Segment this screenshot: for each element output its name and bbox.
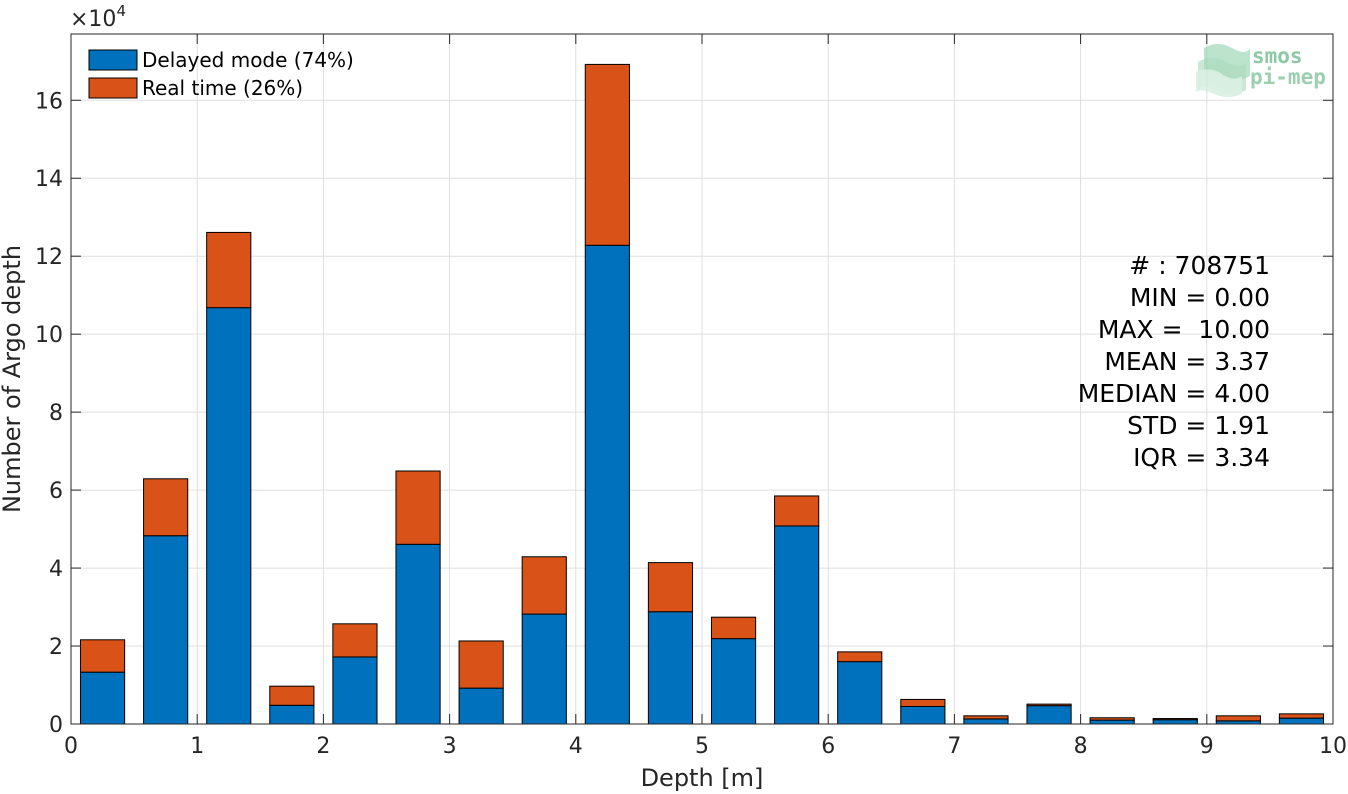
x-tick-label: 0 [64, 734, 78, 759]
bar-delayed-mode [1152, 719, 1198, 725]
bar-delayed-mode [269, 704, 315, 725]
bar-real-time [774, 495, 820, 527]
bar-delayed-mode [900, 705, 946, 725]
bar-real-time [647, 562, 694, 613]
x-tick-label: 6 [821, 734, 835, 759]
bar-delayed-mode [837, 661, 883, 725]
bar-real-time [395, 470, 441, 545]
y-tick-label: 2 [49, 635, 63, 660]
bar-delayed-mode [1026, 705, 1072, 725]
x-tick-label: 10 [1319, 734, 1347, 759]
bar-real-time [900, 698, 946, 707]
bar-delayed-mode [206, 307, 252, 725]
y-tick-labels: 0 2 4 6 8 10 12 14 16 [35, 89, 63, 738]
logo-wave-icon [1196, 44, 1250, 97]
legend-swatch-realtime [88, 77, 138, 99]
bar-real-time [332, 623, 378, 658]
bar-real-time [1278, 713, 1325, 719]
bar-delayed-mode [963, 718, 1009, 725]
stat-line: MIN = 0.00 [1130, 283, 1270, 312]
bar-real-time [1215, 715, 1261, 722]
bar-delayed-mode [458, 687, 504, 725]
x-axis-title: Depth [m] [641, 764, 764, 792]
bar-real-time [963, 715, 1009, 720]
legend-label-delayed: Delayed mode (74%) [142, 48, 354, 72]
stat-line: IQR = 3.34 [1133, 443, 1270, 472]
bar-delayed-mode [143, 535, 189, 725]
bar-delayed-mode [332, 656, 378, 725]
bar-real-time [458, 640, 504, 689]
y-axis-title: Number of Argo depth [0, 245, 26, 513]
logo-text-pimep: pi-mep [1250, 65, 1326, 89]
x-tick-label: 4 [569, 734, 583, 759]
stat-line: MEDIAN = 4.00 [1078, 379, 1270, 408]
bar-delayed-mode [647, 611, 694, 725]
x-tick-label: 9 [1200, 734, 1214, 759]
bar-real-time [79, 639, 126, 673]
stat-line: MAX = 10.00 [1098, 315, 1270, 344]
bars [79, 63, 1325, 725]
bar-delayed-mode [774, 525, 820, 725]
bar-real-time [837, 651, 883, 663]
logo: smos pi-mep [1196, 44, 1326, 97]
y-tick-label: 14 [35, 167, 63, 192]
bar-delayed-mode [395, 543, 441, 725]
bar-delayed-mode [710, 638, 757, 725]
y-tick-label: 4 [49, 557, 63, 582]
x-tick-label: 7 [947, 734, 961, 759]
y-tick-label: 8 [49, 401, 63, 426]
y-tick-label: 10 [35, 323, 63, 348]
x-tick-label: 1 [190, 734, 204, 759]
x-tick-labels: 0 1 2 3 4 5 6 7 8 9 10 [64, 734, 1347, 759]
statistics-annotation: # : 708751 MIN = 0.00 MAX = 10.00 MEAN = 3.… [1078, 251, 1270, 472]
bar-real-time [584, 63, 630, 246]
stat-line: STD = 1.91 [1127, 411, 1270, 440]
bar-real-time [1026, 703, 1072, 707]
bar-real-time [269, 685, 315, 706]
bar-delayed-mode [521, 613, 567, 725]
stat-line: MEAN = 3.37 [1104, 347, 1270, 376]
bar-delayed-mode [584, 244, 630, 725]
y-exponent-label: ×104 [70, 2, 126, 32]
bar-real-time [206, 231, 252, 309]
tick-marks [70, 34, 1334, 725]
stat-line: # : 708751 [1129, 251, 1270, 280]
y-tick-label: 16 [35, 89, 63, 114]
bar-real-time [710, 616, 757, 640]
y-tick-label: 12 [35, 245, 63, 270]
bar-delayed-mode [1278, 717, 1325, 725]
x-tick-label: 8 [1074, 734, 1088, 759]
y-tick-label: 0 [49, 713, 63, 738]
y-tick-label: 6 [49, 479, 63, 504]
bar-real-time [143, 478, 189, 537]
legend-swatch-delayed [88, 49, 138, 71]
x-tick-label: 5 [695, 734, 709, 759]
bar-delayed-mode [1089, 719, 1135, 725]
legend-label-realtime: Real time (26%) [142, 76, 303, 100]
bar-real-time [1152, 718, 1198, 721]
bar-delayed-mode [79, 671, 126, 725]
x-tick-label: 3 [443, 734, 457, 759]
x-tick-label: 2 [316, 734, 330, 759]
legend: Delayed mode (74%) Real time (26%) [88, 48, 354, 100]
bar-real-time [521, 556, 567, 615]
bar-real-time [1089, 717, 1135, 721]
logo-text-smos: smos [1252, 44, 1303, 68]
